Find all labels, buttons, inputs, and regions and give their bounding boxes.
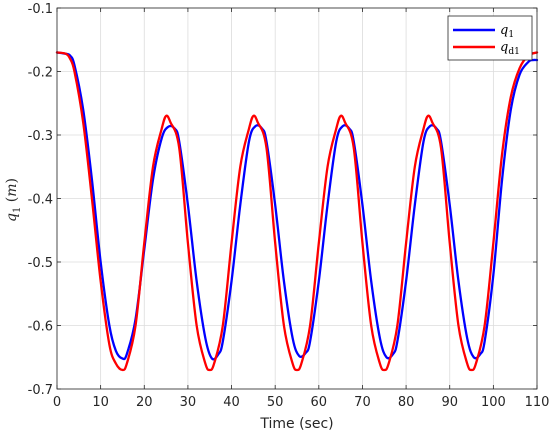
x-tick-label: 0	[53, 395, 61, 410]
x-tick-label: 30	[180, 395, 197, 410]
x-axis-label: Time (sec)	[259, 416, 333, 432]
y-axis-label-open-paren: (	[4, 197, 20, 207]
y-tick-label: -0.2	[28, 66, 53, 81]
x-tick-label: 80	[398, 395, 415, 410]
series-line-qd1	[55, 51, 539, 372]
x-tick-label: 60	[311, 395, 328, 410]
legend-label-q1: q1	[500, 23, 514, 40]
x-tick-label: 90	[441, 395, 458, 410]
y-tick-label: -0.4	[28, 193, 53, 208]
y-tick-label: -0.6	[28, 320, 53, 335]
legend: q1 qd1	[447, 15, 533, 61]
x-tick-label: 100	[481, 395, 506, 410]
legend-label-qd1-var: q	[500, 40, 508, 55]
tick-labels: 0 10 20 30 40 50 60 70 80 90 100 110 -0.7 -0.6 -0.5 -0.…	[28, 2, 550, 410]
x-tick-label: 70	[354, 395, 371, 410]
legend-box	[447, 15, 533, 61]
x-tick-label: 40	[223, 395, 240, 410]
series-layer	[55, 51, 539, 372]
legend-label-q1-sub: 1	[508, 30, 514, 40]
x-tick-label: 20	[136, 395, 153, 410]
y-axis-label-sub: 1	[12, 207, 23, 213]
y-tick-label: -0.1	[28, 2, 53, 17]
legend-label-qd1: qd1	[500, 40, 520, 57]
y-axis-label-unit: m	[4, 183, 20, 196]
y-axis-label-var: q	[4, 213, 20, 222]
legend-label-q1-var: q	[500, 23, 508, 38]
axes	[56, 7, 538, 390]
x-tick-label: 110	[525, 395, 550, 410]
x-tick-label: 10	[92, 395, 109, 410]
x-tick-label: 50	[267, 395, 284, 410]
y-tick-label: -0.7	[28, 383, 53, 398]
y-tick-label: -0.5	[28, 256, 53, 271]
y-axis-label: q1 (m)	[4, 178, 23, 222]
y-tick-label: -0.3	[28, 129, 53, 144]
y-axis-label-close-paren: )	[4, 178, 20, 183]
legend-label-qd1-sub: d1	[508, 47, 520, 57]
